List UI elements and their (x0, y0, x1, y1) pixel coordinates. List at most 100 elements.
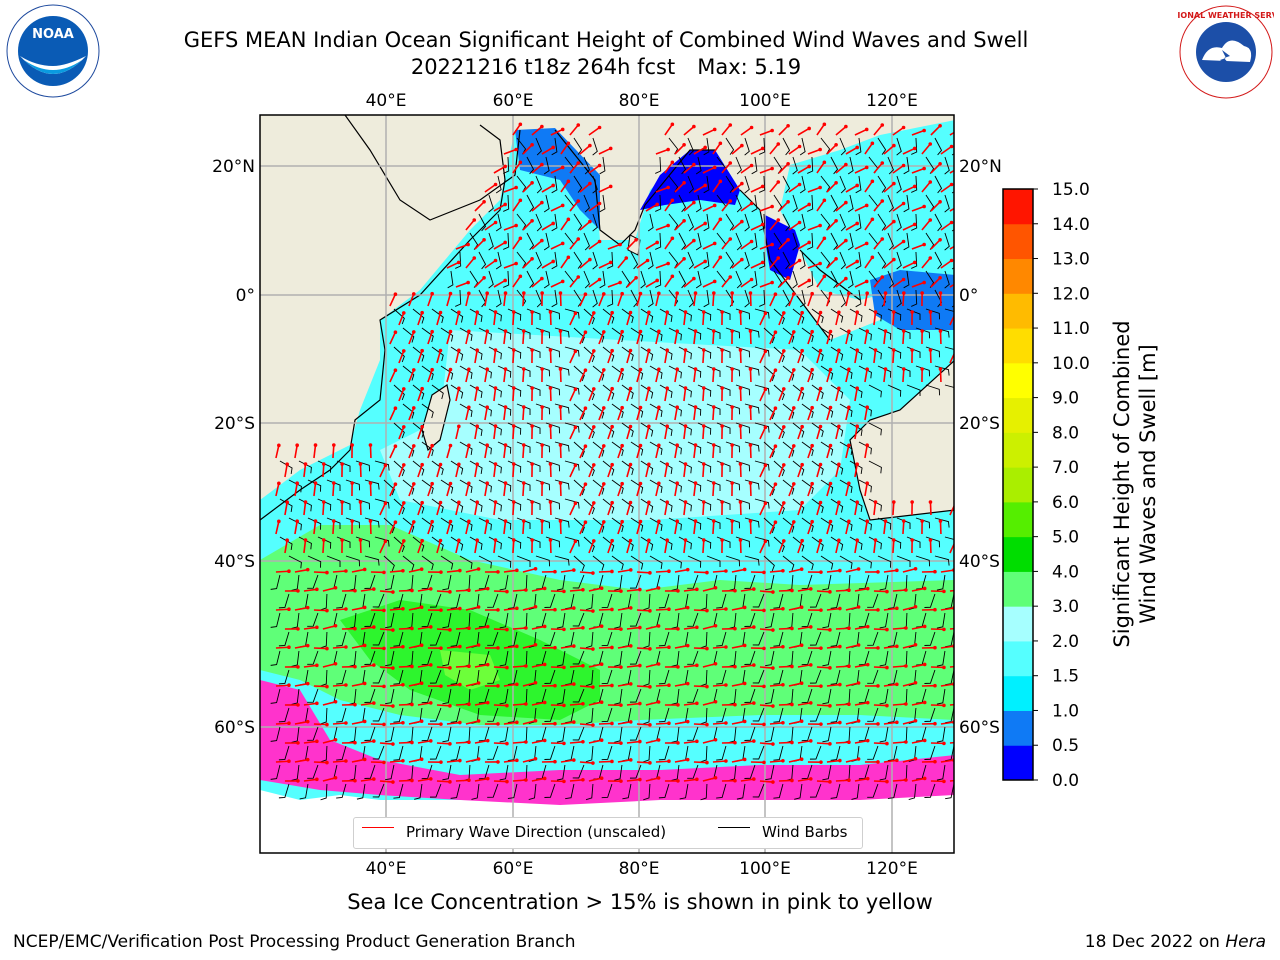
wave-arrow-head (542, 738, 547, 743)
wave-direction-arrow (503, 520, 507, 535)
wind-barb (383, 555, 395, 572)
wave-arrow-head (670, 160, 675, 165)
wave-arrow-head (401, 758, 405, 763)
colorbar-segment (1003, 258, 1033, 294)
wind-barb (911, 175, 918, 193)
wave-direction-arrow (303, 463, 307, 478)
wave-direction-arrow (512, 665, 526, 668)
wave-arrow-head (895, 758, 899, 763)
wave-arrow-head (411, 444, 416, 448)
wave-direction-arrow (313, 723, 327, 726)
wave-direction-arrow (731, 258, 743, 269)
wave-arrow-head (350, 443, 354, 447)
wind-barb (554, 403, 570, 414)
wind-barb (647, 213, 654, 232)
wave-arrow-head (676, 703, 680, 707)
wave-arrow-head (876, 570, 880, 574)
wave-arrow-head (572, 606, 576, 610)
wave-direction-arrow (512, 161, 522, 174)
wave-arrow-head (712, 165, 717, 170)
wave-direction-arrow (683, 664, 697, 668)
wind-barb (640, 536, 654, 551)
wave-arrow-head (573, 463, 578, 468)
wave-arrow-head (583, 444, 588, 449)
wind-barb (507, 384, 522, 397)
wind-barb (298, 536, 312, 550)
wave-direction-arrow (769, 683, 783, 687)
wave-arrow-head (892, 348, 896, 352)
wave-direction-arrow (512, 275, 522, 288)
wave-arrow-head (855, 183, 859, 188)
wave-arrow-head (818, 424, 823, 429)
lat-label: 20°S (214, 414, 255, 434)
wave-direction-arrow (332, 570, 346, 573)
colorbar-tick-label: 6.0 (1052, 493, 1079, 513)
wave-arrow-head (730, 367, 734, 371)
wind-barb (291, 726, 300, 743)
wave-arrow-head (524, 702, 528, 706)
africa-coast (260, 124, 506, 521)
wave-direction-arrow (674, 144, 685, 155)
wind-barb (455, 289, 462, 307)
wave-arrow-head (638, 625, 642, 630)
wave-arrow-head (393, 482, 398, 487)
wind-barb (442, 688, 452, 705)
wind-barb (621, 422, 634, 438)
wave-arrow-head (703, 183, 707, 188)
wave-arrow-head (540, 291, 544, 295)
wave-direction-arrow (294, 720, 308, 725)
wave-arrow-head (928, 218, 933, 222)
wave-direction-arrow (275, 684, 289, 687)
wave-direction-arrow (664, 161, 674, 174)
wave-arrow-head (597, 201, 602, 206)
wave-arrow-head (724, 759, 728, 763)
wind-barb (706, 403, 721, 416)
wave-direction-arrow (531, 201, 543, 212)
wave-direction-arrow (474, 426, 478, 440)
wave-direction-arrow (759, 243, 773, 250)
wind-barb (847, 194, 854, 213)
wave-direction-arrow (845, 146, 858, 155)
wave-arrow-head (895, 720, 899, 725)
wave-direction-arrow (712, 256, 722, 269)
wave-arrow-head (457, 348, 461, 353)
wave-direction-arrow (455, 426, 460, 440)
wave-arrow-head (645, 258, 650, 263)
wave-arrow-head (562, 779, 566, 784)
wind-barb (298, 460, 312, 474)
wave-direction-arrow (873, 200, 883, 212)
wave-arrow-head (419, 757, 424, 762)
wave-arrow-head (828, 443, 833, 448)
wave-arrow-head (393, 330, 398, 335)
wave-arrow-head (566, 217, 571, 222)
wave-direction-arrow (436, 464, 442, 478)
wind-barb (429, 745, 442, 760)
wave-direction-arrow (465, 606, 479, 611)
wave-direction-arrow (351, 720, 365, 725)
wave-direction-arrow (303, 626, 317, 630)
colorbar-tick-label: 15.0 (1052, 180, 1090, 200)
wave-direction-arrow (769, 407, 777, 421)
wave-arrow-head (448, 628, 452, 632)
wind-barb (678, 308, 692, 322)
wave-direction-arrow (674, 521, 678, 535)
wave-direction-arrow (949, 352, 954, 364)
wave-arrow-head (515, 644, 519, 649)
wind-barb (279, 498, 293, 513)
wind-barb (364, 650, 376, 665)
wave-direction-arrow (702, 501, 705, 516)
wave-arrow-head (895, 682, 899, 687)
wave-direction-arrow (826, 483, 832, 497)
wave-direction-arrow (797, 502, 803, 516)
wave-direction-arrow (664, 312, 668, 326)
wave-arrow-head (933, 759, 937, 764)
wave-arrow-head (503, 367, 508, 371)
wave-direction-arrow (712, 406, 715, 421)
wave-arrow-head (837, 310, 841, 315)
wave-direction-arrow (474, 277, 485, 288)
wind-barb (658, 631, 670, 647)
wave-arrow-head (885, 779, 889, 784)
wind-barb (830, 460, 844, 475)
wind-barb (887, 669, 898, 685)
wave-arrow-head (295, 519, 299, 523)
